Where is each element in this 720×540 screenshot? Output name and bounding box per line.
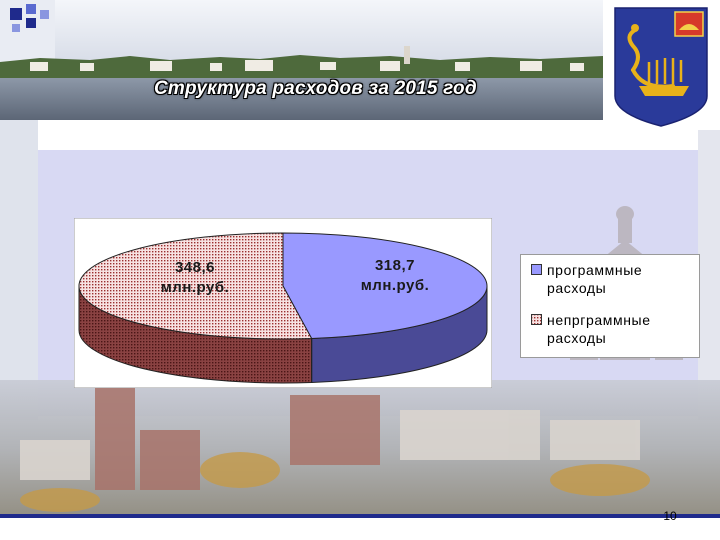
legend-swatch-nonprogram xyxy=(531,314,542,325)
data-label-program: 318,7 млн.руб. xyxy=(340,256,450,296)
data-label-nonprogram-value: 348,6 xyxy=(174,259,216,276)
legend-item-nonprogram: непрграммные расходы xyxy=(547,311,651,347)
pie-slice-program xyxy=(282,232,488,339)
legend-program-line1: программные xyxy=(547,262,643,278)
legend-item-program: программные расходы xyxy=(547,261,642,297)
coat-of-arms-icon xyxy=(603,0,720,130)
corner-squares-icon xyxy=(10,4,49,32)
chart-legend: программные расходы непрграммные расходы xyxy=(520,254,700,358)
legend-program-line2: расходы xyxy=(547,280,607,296)
pie-chart xyxy=(74,218,492,388)
legend-nonprogram-line1: непрграммные xyxy=(547,312,651,328)
data-label-program-unit: млн.руб. xyxy=(360,277,430,294)
data-label-nonprogram-unit: млн.руб. xyxy=(160,279,230,296)
footer-bar xyxy=(0,514,720,540)
data-label-nonprogram: 348,6 млн.руб. xyxy=(140,258,250,298)
legend-swatch-program xyxy=(531,264,542,275)
page-number: 10 xyxy=(663,509,677,523)
legend-nonprogram-line2: расходы xyxy=(547,330,607,346)
data-label-program-value: 318,7 xyxy=(374,257,416,274)
slide-title: Структура расходов за 2015 год xyxy=(154,78,477,99)
pie-slice-nonprogram xyxy=(78,232,313,340)
